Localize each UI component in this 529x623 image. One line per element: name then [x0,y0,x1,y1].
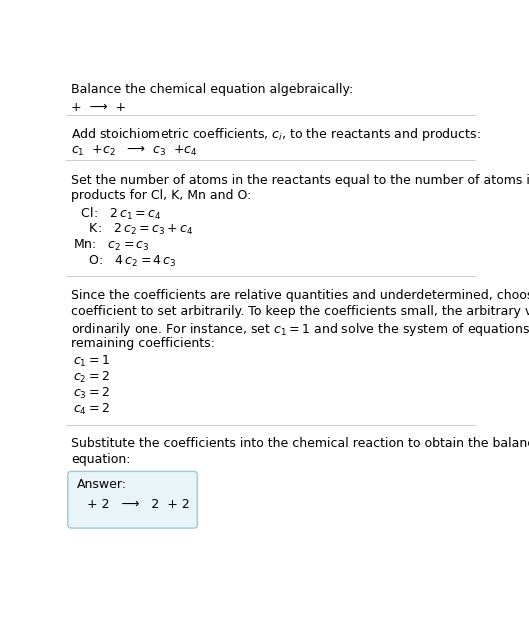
Text: Answer:: Answer: [77,478,127,492]
Text: coefficient to set arbitrarily. To keep the coefficients small, the arbitrary va: coefficient to set arbitrarily. To keep … [71,305,529,318]
Text: O:   $4\,c_2 = 4\,c_3$: O: $4\,c_2 = 4\,c_3$ [73,254,177,269]
Text: +  ⟶  +: + ⟶ + [71,101,126,114]
Text: $c_1$  +$c_2$   ⟶  $c_3$  +$c_4$: $c_1$ +$c_2$ ⟶ $c_3$ +$c_4$ [71,145,198,158]
Text: $c_3 = 2$: $c_3 = 2$ [73,386,110,401]
Text: Add stoichiometric coefficients, $c_i$, to the reactants and products:: Add stoichiometric coefficients, $c_i$, … [71,126,481,143]
Text: Since the coefficients are relative quantities and underdetermined, choose a: Since the coefficients are relative quan… [71,289,529,302]
Text: K:   $2\,c_2 = c_3 + c_4$: K: $2\,c_2 = c_3 + c_4$ [73,222,194,237]
Text: Set the number of atoms in the reactants equal to the number of atoms in the: Set the number of atoms in the reactants… [71,174,529,187]
Text: Cl:   $2\,c_1 = c_4$: Cl: $2\,c_1 = c_4$ [73,206,161,222]
Text: Balance the chemical equation algebraically:: Balance the chemical equation algebraica… [71,83,353,97]
Text: Mn:   $c_2 = c_3$: Mn: $c_2 = c_3$ [73,238,150,253]
FancyBboxPatch shape [68,472,197,528]
Text: $c_1 = 1$: $c_1 = 1$ [73,354,110,369]
Text: $c_2 = 2$: $c_2 = 2$ [73,370,110,385]
Text: equation:: equation: [71,453,131,466]
Text: products for Cl, K, Mn and O:: products for Cl, K, Mn and O: [71,189,251,202]
Text: $c_4 = 2$: $c_4 = 2$ [73,402,110,417]
Text: ordinarily one. For instance, set $c_1 = 1$ and solve the system of equations fo: ordinarily one. For instance, set $c_1 =… [71,321,529,338]
Text: remaining coefficients:: remaining coefficients: [71,336,215,350]
Text: Substitute the coefficients into the chemical reaction to obtain the balanced: Substitute the coefficients into the che… [71,437,529,450]
Text: + 2   ⟶   2  + 2: + 2 ⟶ 2 + 2 [79,498,190,511]
